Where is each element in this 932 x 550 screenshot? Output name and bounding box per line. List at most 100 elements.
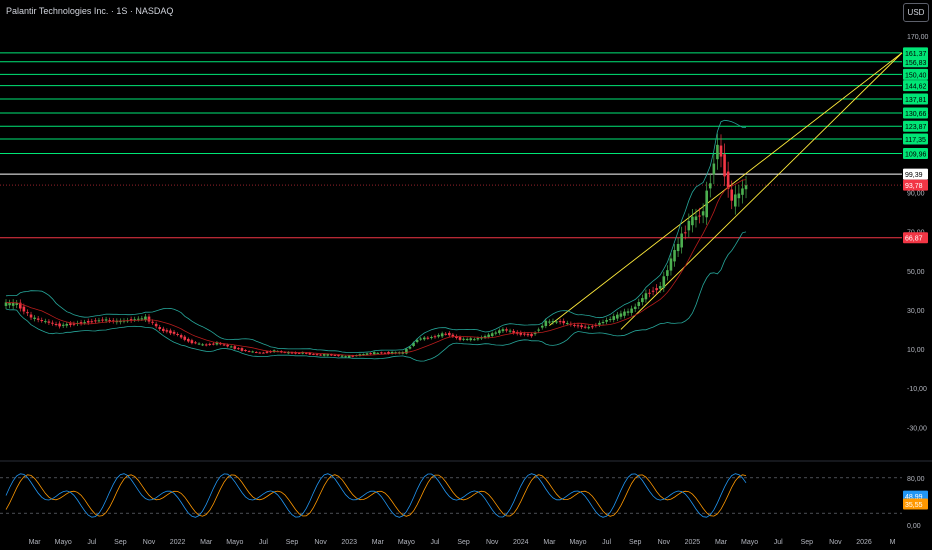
candle-body (637, 302, 641, 306)
candle-body (165, 330, 169, 332)
time-tick-label: 2022 (170, 539, 186, 546)
candle-body (630, 308, 633, 313)
time-tick-label: Mar (200, 539, 213, 546)
candle-body (247, 351, 251, 353)
price-tick-label: 10,00 (907, 347, 925, 354)
candle-body (190, 340, 194, 344)
candle-body (340, 355, 344, 357)
time-tick-label: Mar (372, 539, 385, 546)
candle-body (455, 336, 458, 339)
candle-body (197, 343, 201, 345)
candle-body (322, 353, 326, 356)
level-badge-label: 150,40 (905, 72, 927, 79)
candle-body (344, 356, 347, 358)
candle-body (469, 338, 473, 341)
candle-body (26, 312, 29, 314)
time-tick-label: Jul (431, 539, 440, 546)
candle-body (512, 330, 515, 333)
level-badge-label: 117,35 (905, 137, 926, 144)
candle-body (129, 319, 133, 321)
candle-body (655, 288, 658, 291)
candle-body (301, 352, 305, 354)
candle-body (287, 351, 290, 354)
candle-body (540, 325, 544, 328)
candle-body (598, 322, 601, 325)
time-axis[interactable]: Mar Mayo Jul Sep Nov 2022 Mar Mayo Jul Sep Nov 2023… (29, 539, 896, 546)
candle-body (44, 321, 47, 323)
trendline-lower[interactable] (620, 52, 903, 330)
time-tick-label: Jul (87, 539, 96, 546)
level-badge-label: 156,83 (905, 60, 927, 67)
time-tick-label: Sep (114, 539, 127, 546)
candle-body (405, 348, 408, 354)
time-tick-label: Mayo (741, 539, 758, 546)
candle-body (140, 318, 144, 320)
candle-body (530, 333, 533, 337)
price-tick-label: 170,00 (907, 34, 929, 41)
candle-body (337, 355, 340, 357)
candle-body (79, 322, 83, 324)
symbol-title[interactable]: Palantir Technologies Inc. · 1S · NASDAQ (6, 6, 174, 16)
candle-body (712, 163, 716, 175)
candle-body (694, 216, 698, 221)
candle-body (726, 171, 730, 189)
candle-body (308, 352, 312, 355)
candle-body (94, 320, 97, 322)
trend-channel[interactable] (549, 52, 903, 330)
candle-body (548, 321, 551, 323)
time-tick-label: 2025 (685, 539, 701, 546)
candle-body (172, 331, 176, 334)
candle-body (104, 319, 108, 321)
candle-body (326, 354, 330, 356)
candle-body (226, 344, 229, 347)
candle-body (187, 338, 190, 342)
candle-body (194, 342, 197, 344)
time-tick-label: Nov (829, 539, 842, 546)
candle-body (312, 353, 315, 355)
time-tick-label: 2023 (341, 539, 357, 546)
candle-body (294, 352, 297, 354)
candle-body (319, 354, 322, 356)
candle-body (8, 302, 11, 306)
candle-body (201, 344, 204, 346)
candle-body (29, 314, 33, 318)
candle-body (412, 342, 415, 346)
candle-body (544, 320, 548, 327)
price-tick-label: 50,00 (907, 269, 925, 276)
candle-body (734, 194, 737, 207)
candle-body (451, 334, 455, 337)
candle-body (698, 215, 701, 217)
horizontal-levels[interactable] (0, 52, 902, 239)
bollinger-lower (5, 231, 747, 362)
level-badge (903, 168, 928, 180)
price-tick-label: -10,00 (907, 386, 927, 393)
time-tick-label: M (890, 539, 896, 546)
candle-body (633, 306, 637, 310)
candle-body (591, 326, 594, 328)
candle-body (233, 346, 237, 349)
candle-body (723, 154, 726, 177)
candle-body (347, 355, 351, 358)
candle-body (151, 321, 154, 323)
candle-body (47, 321, 51, 323)
candle-body (240, 348, 244, 351)
stoch-d-line (5, 474, 747, 517)
level-badge-label: 130,66 (905, 111, 927, 118)
level-badge-label: 161,37 (905, 51, 927, 58)
moving-average (5, 179, 747, 356)
candle-body (680, 233, 683, 248)
candle-body (283, 351, 287, 353)
candle-body (448, 332, 451, 336)
bollinger-upper (5, 119, 747, 353)
stoch-k-line (5, 473, 747, 518)
candle-body (437, 335, 440, 337)
candle-body (662, 276, 666, 288)
time-tick-label: Nov (658, 539, 671, 546)
candle-body (315, 354, 319, 356)
stochastic-pane[interactable] (0, 473, 902, 518)
currency-button[interactable]: USD (903, 3, 929, 22)
level-badge (903, 56, 928, 68)
candle-body (69, 323, 72, 326)
